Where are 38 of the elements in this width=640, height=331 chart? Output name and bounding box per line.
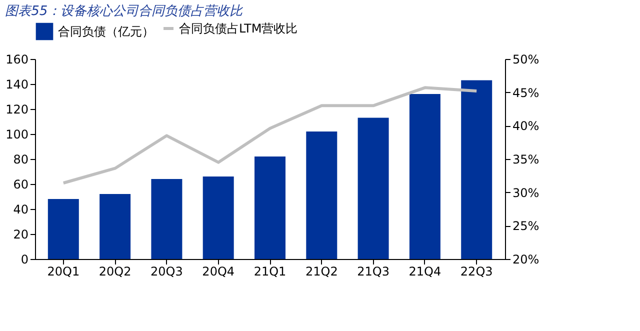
y-tick-label: 60: [13, 178, 28, 192]
y2-tick-label: 20%: [512, 252, 540, 266]
legend-label: 合同负债占LTM营收比: [179, 22, 298, 36]
y-tick-label: 0: [20, 252, 28, 266]
y-tick-label: 80: [13, 152, 28, 166]
bar: [358, 118, 389, 259]
y2-tick-label: 40%: [512, 119, 540, 134]
y-tick-label: 120: [6, 102, 28, 116]
bar: [409, 94, 440, 259]
y-tick-label: 160: [6, 52, 28, 66]
y-tick-label: 40: [13, 202, 28, 216]
bar: [202, 176, 234, 259]
y-tick-label: 20: [13, 228, 28, 242]
bar: [48, 199, 79, 259]
chart-title: 图表55：设备核心公司合同负债占营收比: [5, 3, 244, 19]
x-tick-label: 21Q3: [357, 264, 390, 278]
y-tick-label: 100: [6, 128, 28, 142]
y2-tick-label: 50%: [512, 52, 540, 66]
x-tick-label: 21Q4: [408, 264, 442, 278]
y2-tick-label: 45%: [512, 86, 540, 100]
bar: [306, 132, 338, 259]
x-tick-label: 21Q2: [305, 264, 338, 278]
x-tick-label: 20Q2: [98, 264, 132, 278]
bar: [461, 80, 492, 259]
x-tick-label: 20Q3: [150, 264, 183, 278]
bar: [254, 156, 286, 259]
y2-tick-label: 30%: [512, 186, 540, 200]
x-tick-label: 22Q3: [460, 264, 493, 278]
y2-tick-label: 25%: [512, 219, 540, 234]
x-tick-label: 20Q1: [47, 264, 80, 278]
x-tick-label: 20Q4: [202, 264, 235, 278]
x-tick-label: 21Q1: [254, 264, 286, 278]
y2-tick-label: 35%: [512, 152, 540, 166]
legend-label: 合同负债（亿元）: [58, 24, 154, 38]
y-tick-label: 140: [6, 78, 28, 92]
bar: [100, 194, 131, 259]
line-series: [62, 86, 478, 184]
bar: [151, 179, 182, 259]
